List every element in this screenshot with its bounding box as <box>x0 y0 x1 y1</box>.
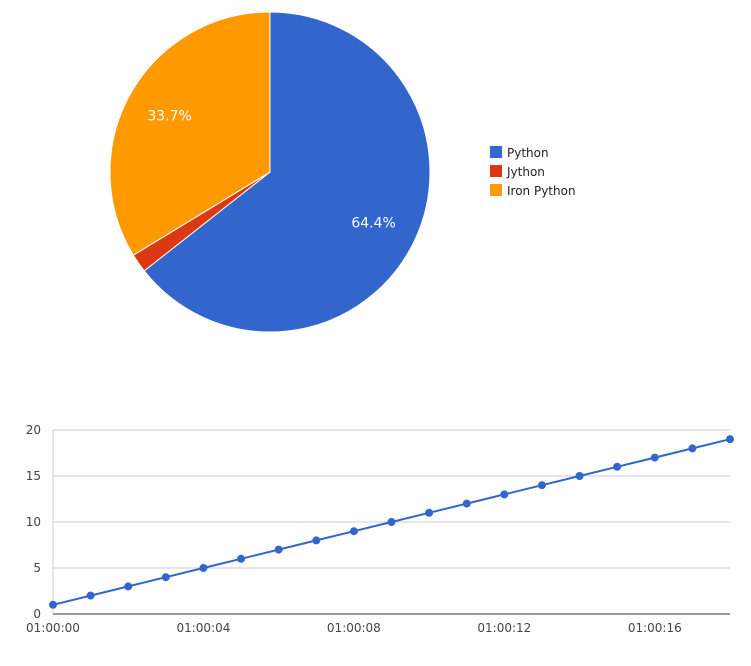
legend-swatch-python <box>490 146 502 158</box>
line-chart: 0 5 10 15 20 01:00:00 01:00:04 01:00:08 01:00:1… <box>26 423 734 635</box>
y-tick-label-20: 20 <box>26 423 41 437</box>
legend-label-iron-python[interactable]: Iron Python <box>507 184 576 198</box>
x-tick-label-01-00-08: 01:00:08 <box>327 621 381 635</box>
data-point-10[interactable] <box>425 508 434 517</box>
data-point-7[interactable] <box>312 536 321 545</box>
pie-slice-python[interactable] <box>143 11 431 333</box>
data-point-3[interactable] <box>161 573 170 582</box>
y-tick-label-15: 15 <box>26 469 41 483</box>
y-axis-tick-labels: 0 5 10 15 20 <box>26 423 41 621</box>
data-point-0[interactable] <box>49 600 57 609</box>
data-point-16[interactable] <box>650 453 659 462</box>
data-point-8[interactable] <box>349 527 358 536</box>
x-tick-label-01-00-04: 01:00:04 <box>176 621 230 635</box>
x-tick-label-01-00-00: 01:00:00 <box>26 621 80 635</box>
x-axis-tick-labels: 01:00:00 01:00:04 01:00:08 01:00:12 01:00:16 <box>26 621 682 635</box>
data-point-13[interactable] <box>537 481 546 490</box>
data-point-12[interactable] <box>500 490 509 499</box>
pie-legend: Python Jython Iron Python <box>490 146 576 198</box>
y-tick-label-0: 0 <box>33 607 41 621</box>
x-tick-label-01-00-16: 01:00:16 <box>628 621 682 635</box>
data-point-15[interactable] <box>613 462 622 471</box>
legend-swatch-jython <box>490 165 502 177</box>
pie-slice-label-python: 64.4% <box>351 215 395 231</box>
data-point-2[interactable] <box>124 582 133 591</box>
pie-chart: 64.4% 33.7% Python Jython Iron Python <box>109 11 576 333</box>
y-tick-label-10: 10 <box>26 515 41 529</box>
data-point-6[interactable] <box>274 545 283 554</box>
data-point-9[interactable] <box>387 518 396 526</box>
pie-slice-iron-python[interactable] <box>109 11 271 256</box>
data-point-18[interactable] <box>726 435 734 444</box>
legend-label-jython[interactable]: Jython <box>506 165 545 179</box>
data-point-4[interactable] <box>199 564 208 572</box>
data-point-14[interactable] <box>575 472 584 480</box>
pie-slices <box>109 11 431 333</box>
data-point-5[interactable] <box>237 554 246 563</box>
y-tick-label-5: 5 <box>33 561 41 575</box>
x-tick-label-01-00-12: 01:00:12 <box>477 621 531 635</box>
data-point-17[interactable] <box>688 444 697 453</box>
legend-swatch-iron-python <box>490 184 502 196</box>
line-points <box>49 435 734 609</box>
pie-slice-labels: 64.4% 33.7% <box>147 109 396 232</box>
pie-slice-label-iron-python: 33.7% <box>147 109 191 125</box>
legend-label-python[interactable]: Python <box>507 146 549 160</box>
data-point-11[interactable] <box>462 499 471 508</box>
data-point-1[interactable] <box>86 591 95 600</box>
